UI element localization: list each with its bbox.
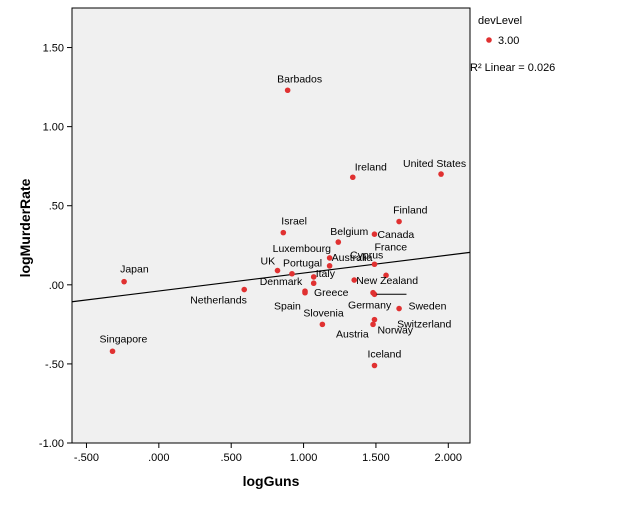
legend-marker [486,37,492,43]
y-tick-label: 1.00 [43,122,64,134]
x-tick-label: .500 [220,452,241,464]
point-label: Japan [120,264,149,276]
data-point [396,218,402,225]
data-point [319,321,326,328]
point-label: Luxembourg [273,243,332,255]
data-point [109,348,116,355]
data-point [351,277,358,283]
point-label: Switzerland [397,319,451,331]
point-label: New Zealand [356,275,418,287]
data-point [310,274,317,280]
point-label: Israel [281,216,307,228]
data-point [326,255,333,261]
point-label: Ireland [355,161,387,173]
legend-title: devLevel [478,15,522,27]
data-point [370,321,376,328]
point-label: Portugal [283,258,322,270]
point-label: Sweden [408,300,446,312]
data-point [371,362,378,369]
x-tick-label: 1.000 [290,452,318,464]
data-point [326,263,333,269]
data-point [371,316,378,323]
point-label: Germany [348,300,392,312]
data-point [396,305,402,312]
data-point [371,291,378,298]
point-label: Canada [377,229,414,241]
point-label: Australia [332,252,373,264]
data-point [284,87,291,94]
data-point [335,239,342,245]
data-point [302,289,308,296]
data-point [274,267,281,274]
point-label: Norway [377,325,413,337]
x-tick-label: .000 [148,452,169,464]
point-label: Denmark [260,276,303,288]
x-tick-label: 2.000 [435,452,463,464]
plot-area [71,7,471,444]
point-label: Cyprus [350,249,383,261]
legend-entry-label: 3.00 [498,35,519,47]
point-label: Spain [274,301,301,313]
data-point [383,272,389,279]
x-axis-title: logGuns [243,473,300,489]
point-label: Austria [336,328,369,340]
fit-line-label: R² Linear = 0.026 [470,62,555,74]
data-point [289,270,295,277]
data-point [438,171,444,177]
data-point [280,229,287,236]
data-point [349,174,356,181]
y-tick-label: -.50 [45,359,64,371]
point-label: Slovenia [303,307,343,319]
y-tick-label: -1.00 [39,438,64,450]
data-point [371,261,378,268]
data-point [371,231,378,237]
point-label: UK [261,256,276,268]
point-label: Barbados [277,73,322,85]
x-tick-label: -.500 [74,452,99,464]
x-tick-label: 1.500 [362,452,390,464]
data-point [121,278,127,285]
data-point [241,286,248,293]
point-label: Greece [314,287,349,299]
point-label: Belgium [330,226,368,238]
y-axis-title: logMurderRate [17,178,33,277]
point-label: France [374,241,407,253]
point-label: United States [403,158,466,170]
point-label: Finland [393,205,428,217]
data-point [310,280,317,287]
point-label: Netherlands [190,295,247,307]
y-tick-label: 1.50 [43,43,64,55]
point-label: Italy [316,268,336,280]
fit-line [71,251,471,303]
point-label: Iceland [367,348,401,360]
point-label: Singapore [100,333,148,345]
y-tick-label: .00 [49,280,64,292]
y-tick-label: .50 [49,201,64,213]
